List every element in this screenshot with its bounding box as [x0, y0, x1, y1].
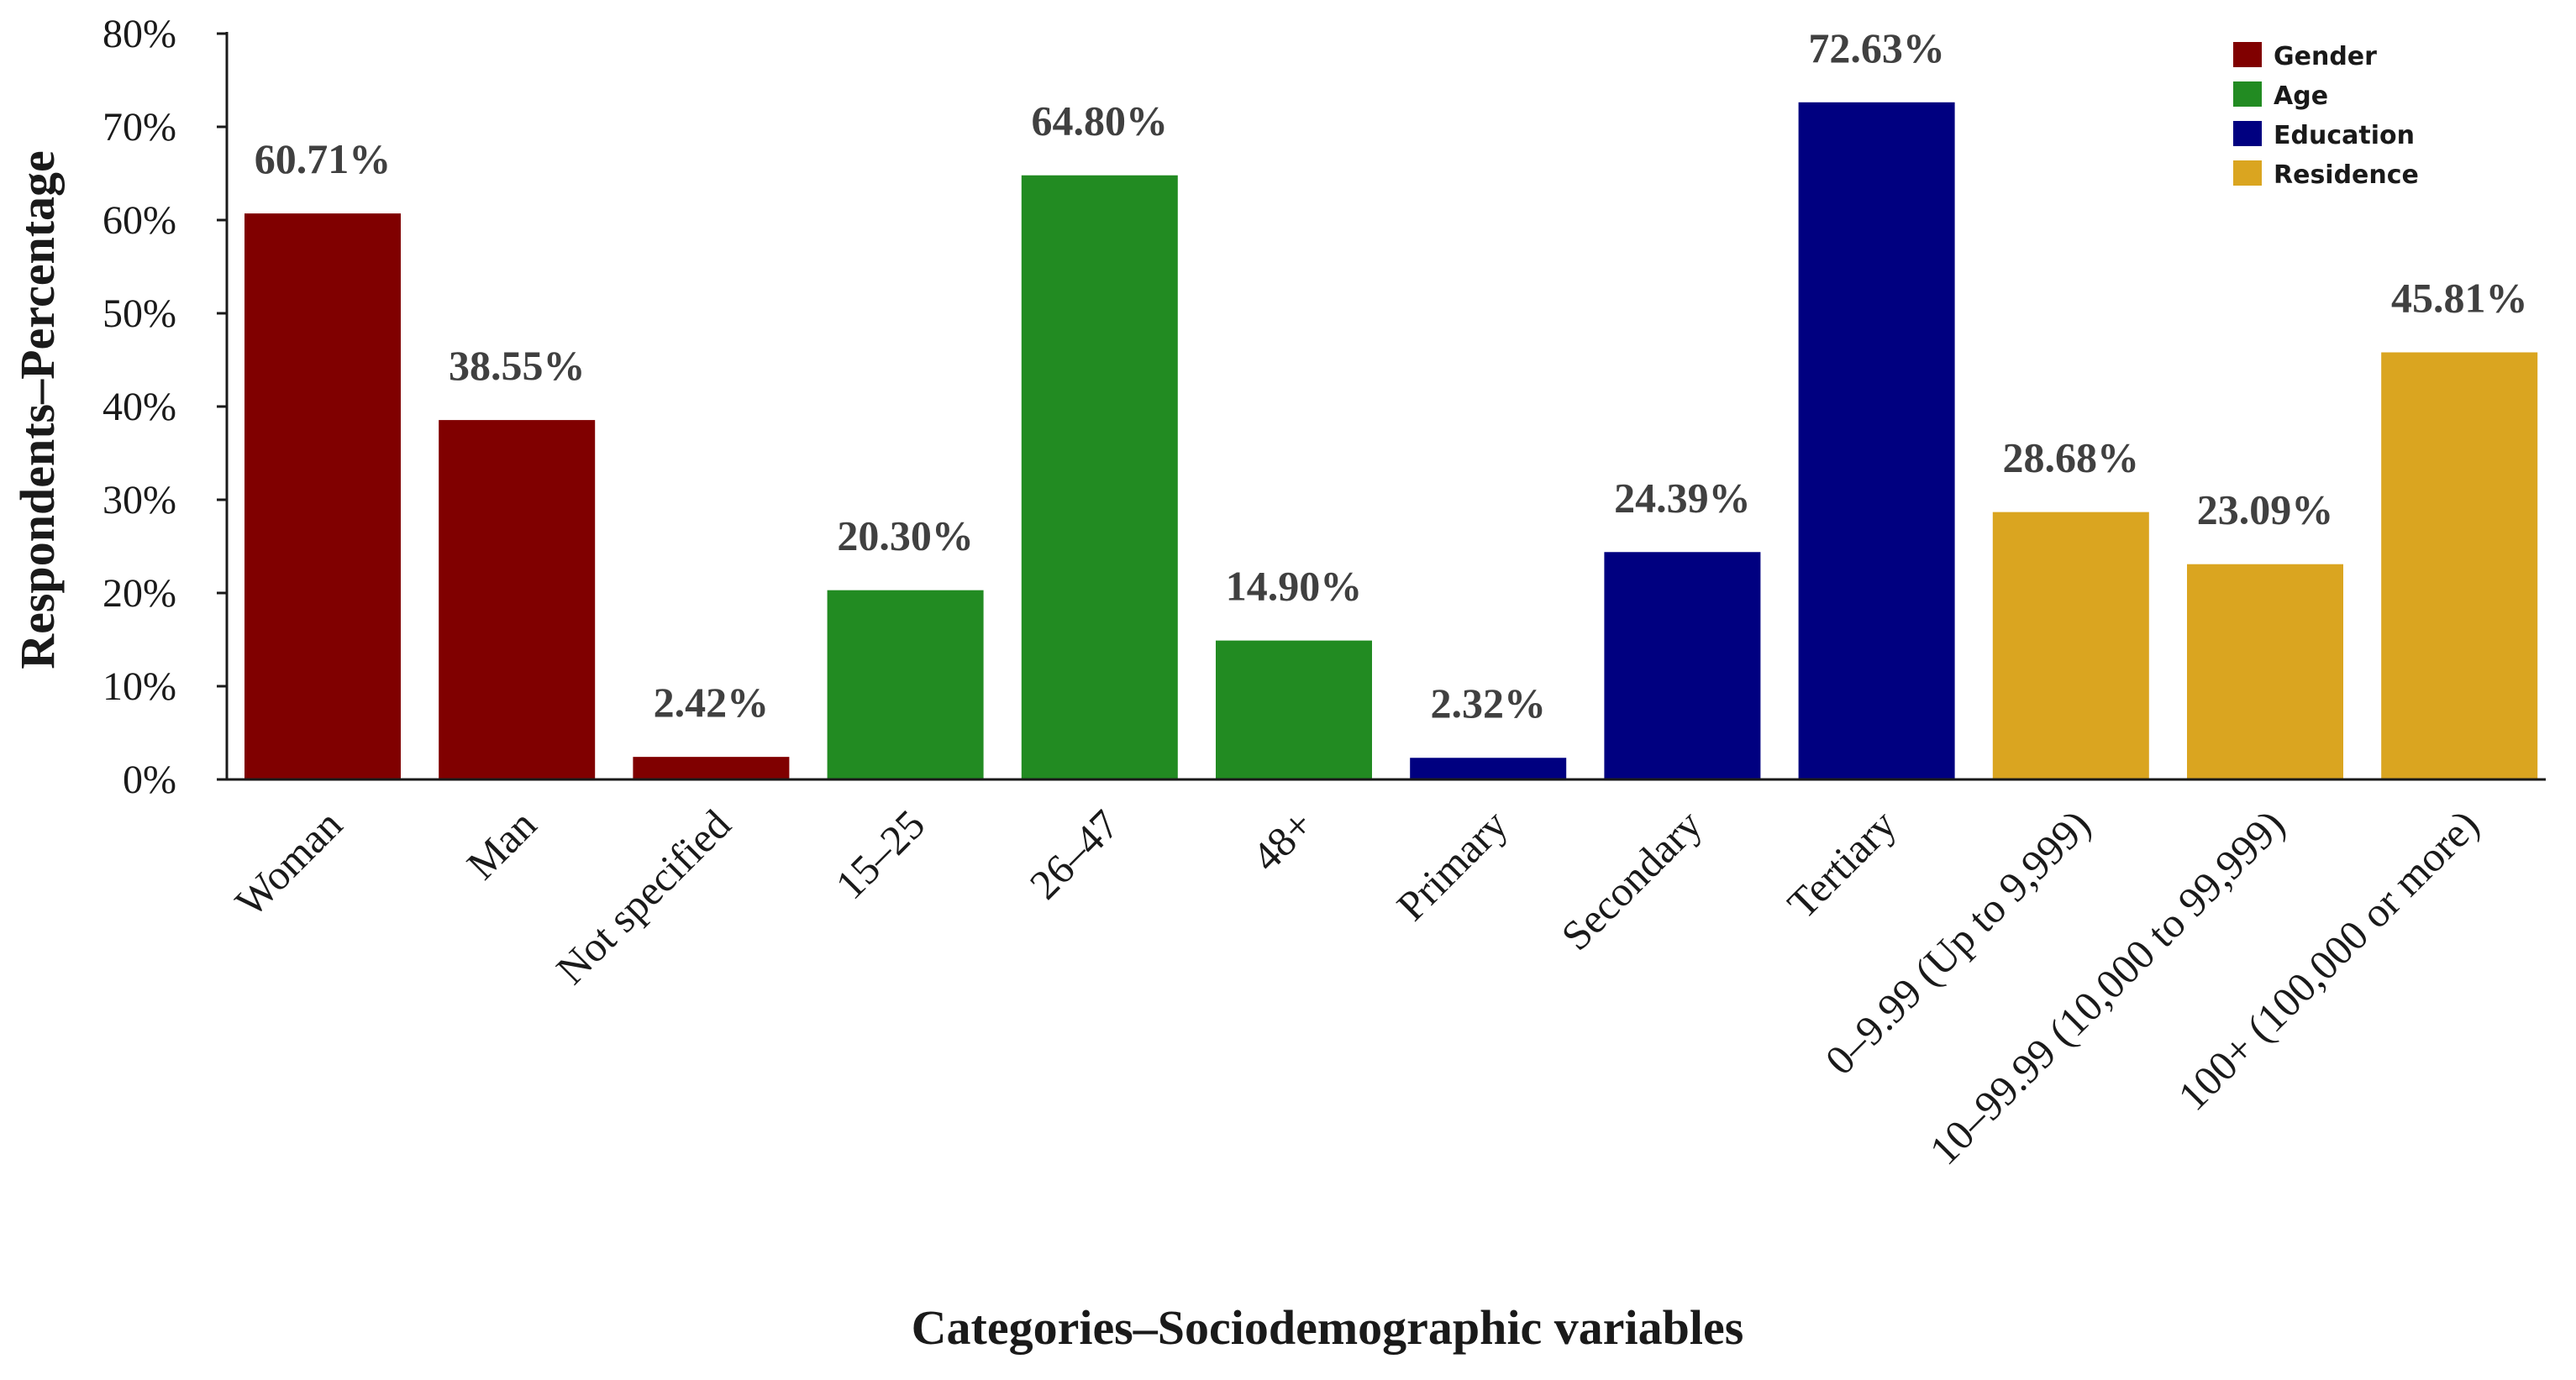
x-tick-label: Secondary	[1552, 800, 1711, 959]
data-label: 20.30%	[837, 512, 974, 559]
bar	[633, 757, 790, 779]
y-tick-label: 20%	[103, 571, 176, 616]
y-tick-label: 30%	[103, 478, 176, 522]
legend-label: Age	[2274, 81, 2328, 111]
bar	[439, 420, 596, 779]
x-axis-title: Categories–Sociodemographic variables	[912, 1300, 1744, 1355]
data-label: 2.42%	[654, 679, 770, 726]
bar	[1410, 758, 1567, 779]
bar	[1604, 552, 1761, 779]
bar	[2187, 564, 2343, 779]
data-label: 64.80%	[1032, 97, 1169, 144]
data-labels: 60.71% 38.55% 2.42% 20.30% 64.80% 14.90% 2.32%…	[255, 24, 2528, 727]
bar	[827, 590, 984, 779]
data-label: 28.68%	[2003, 434, 2140, 481]
bar	[244, 213, 401, 779]
x-tick-label: Not specified	[547, 800, 739, 993]
y-axis-title: Respondents–Percentage	[10, 150, 65, 669]
data-label: 24.39%	[1614, 474, 1751, 521]
bar	[1216, 640, 1372, 779]
legend-label: Residence	[2274, 160, 2419, 190]
x-tick-label: 10–99.99 (10,000 to 99,999)	[1921, 800, 2294, 1173]
x-tick-label: Man	[458, 800, 545, 888]
bar	[2381, 352, 2538, 779]
bar	[1992, 512, 2149, 779]
data-label: 14.90%	[1226, 563, 1363, 610]
x-tick-label: 26–47	[1021, 800, 1128, 908]
x-tick-label: Woman	[226, 800, 351, 926]
bar	[1798, 102, 1955, 779]
data-label: 23.09%	[2197, 486, 2334, 533]
legend-swatch	[2233, 42, 2262, 67]
data-label: 72.63%	[1808, 24, 1945, 71]
data-label: 2.32%	[1430, 680, 1546, 727]
x-axis-category-labels: Woman Man Not specified 15–25 26–47 48+ Primar…	[226, 800, 2488, 1173]
x-tick-label: 48+	[1243, 800, 1322, 880]
legend: Gender Age Education Residence	[2233, 42, 2419, 190]
y-tick-label: 10%	[103, 664, 176, 709]
data-label: 60.71%	[255, 135, 392, 182]
legend-swatch	[2233, 160, 2262, 186]
bar	[1021, 175, 1178, 780]
y-axis-ticks: 0% 10% 20% 30% 40% 50% 60% 70% 80%	[103, 12, 227, 802]
legend-swatch	[2233, 121, 2262, 146]
data-label: 45.81%	[2391, 275, 2528, 322]
y-tick-label: 70%	[103, 105, 176, 150]
data-label: 38.55%	[449, 342, 586, 389]
x-tick-label: Primary	[1387, 800, 1517, 930]
x-tick-label: Tertiary	[1778, 800, 1905, 927]
bars	[244, 102, 2538, 780]
legend-label: Gender	[2274, 42, 2377, 71]
legend-label: Education	[2274, 121, 2415, 150]
legend-swatch	[2233, 81, 2262, 107]
y-tick-label: 0%	[123, 758, 176, 802]
y-tick-label: 60%	[103, 198, 176, 243]
y-tick-label: 50%	[103, 291, 176, 336]
y-tick-label: 80%	[103, 12, 176, 56]
y-tick-label: 40%	[103, 385, 176, 429]
x-tick-label: 15–25	[826, 800, 933, 908]
